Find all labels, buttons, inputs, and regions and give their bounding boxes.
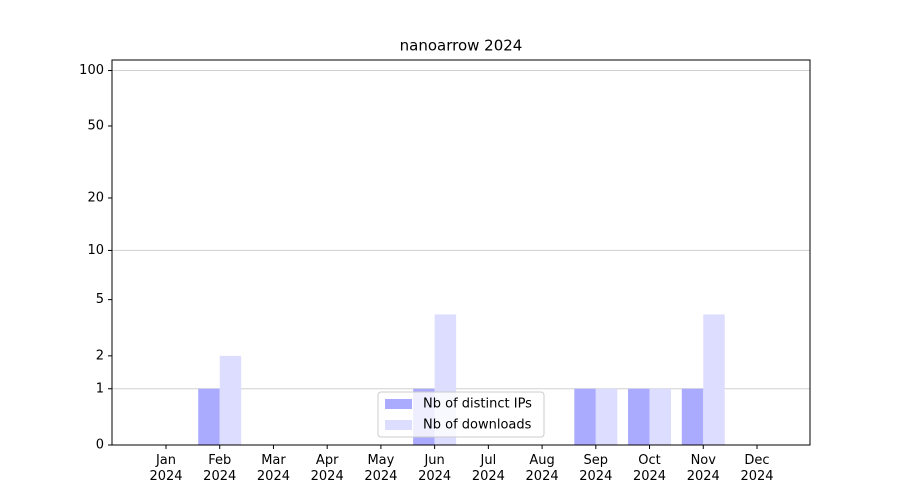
y-tick-label: 20 xyxy=(87,190,104,205)
bar xyxy=(198,388,220,445)
x-tick-label: Nov 2024 xyxy=(686,453,720,484)
bar xyxy=(628,388,650,445)
x-tick-label: Aug 2024 xyxy=(525,453,559,484)
x-tick-label: Feb 2024 xyxy=(203,453,237,484)
bar xyxy=(681,388,704,445)
bar xyxy=(574,388,596,445)
y-tick-label: 100 xyxy=(79,63,104,78)
legend-swatch xyxy=(385,420,412,430)
x-tick-label: Jul 2024 xyxy=(471,453,505,484)
y-tick-label: 2 xyxy=(96,348,104,363)
x-tick-label: Dec 2024 xyxy=(740,453,774,484)
legend-label: Nb of downloads xyxy=(423,418,532,433)
x-tick-label: Apr 2024 xyxy=(310,453,344,484)
bar xyxy=(649,388,672,445)
bar xyxy=(595,388,618,445)
x-tick-label: Sep 2024 xyxy=(579,453,613,484)
legend-swatch xyxy=(385,399,412,409)
x-tick-label: Oct 2024 xyxy=(632,453,667,484)
x-tick-label: Jun 2024 xyxy=(418,453,452,484)
y-tick-label: 1 xyxy=(96,381,104,396)
bar xyxy=(219,355,242,445)
legend-box xyxy=(377,391,545,438)
y-tick-label: 0 xyxy=(96,438,104,453)
y-tick-label: 50 xyxy=(87,118,104,133)
legend: Nb of distinct IPs Nb of downloads xyxy=(377,391,545,438)
plot-frame xyxy=(111,59,811,446)
y-tick-label: 5 xyxy=(96,292,104,307)
chart-title: nanoarrow 2024 xyxy=(400,37,523,55)
y-tick-label: 10 xyxy=(87,243,104,258)
legend-label: Nb of distinct IPs xyxy=(423,397,532,412)
x-tick-label: May 2024 xyxy=(364,453,398,484)
x-tick-label: Mar 2024 xyxy=(256,453,290,484)
bar xyxy=(703,314,725,445)
x-tick-label: Jan 2024 xyxy=(149,453,183,484)
